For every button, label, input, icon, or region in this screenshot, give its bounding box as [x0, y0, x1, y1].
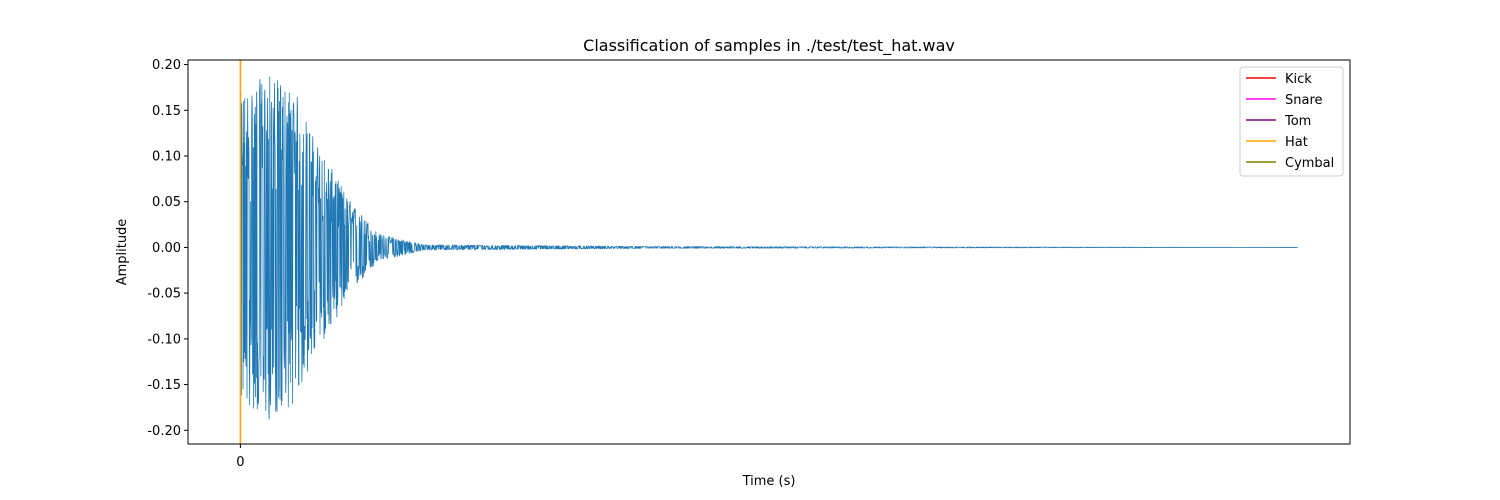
y-tick-label: -0.20: [147, 424, 181, 439]
x-tick-label: 0: [236, 455, 244, 470]
legend-label-cymbal: Cymbal: [1285, 156, 1334, 171]
legend-label-snare: Snare: [1285, 93, 1323, 108]
chart-title: Classification of samples in ./test/test…: [583, 36, 955, 56]
y-tick-label: -0.10: [147, 332, 181, 347]
y-tick-label: 0.20: [152, 58, 181, 73]
y-tick-label: 0.15: [152, 104, 181, 119]
y-tick-label: 0.00: [152, 241, 181, 256]
plot-frame: [187, 59, 1351, 445]
x-axis-label: Time (s): [742, 474, 796, 489]
y-tick-label: -0.05: [147, 287, 181, 302]
waveform-line: [240, 76, 1298, 420]
legend-label-tom: Tom: [1284, 114, 1311, 129]
x-axis-ticks: 0: [236, 444, 245, 470]
legend-label-kick: Kick: [1285, 72, 1312, 87]
y-axis-ticks: -0.20 -0.15 -0.10 -0.05 0.00 0.05 0.10 0.15 0.20: [147, 58, 188, 439]
y-tick-label: 0.05: [152, 195, 181, 210]
y-tick-label: -0.15: [147, 378, 181, 393]
legend: Kick Snare Tom Hat Cymbal: [1239, 66, 1344, 177]
legend-label-hat: Hat: [1285, 135, 1308, 150]
waveform-series: [240, 76, 1298, 420]
legend-box: [1239, 66, 1344, 177]
y-axis-label: Amplitude: [115, 219, 130, 286]
y-tick-label: 0.10: [152, 150, 181, 165]
